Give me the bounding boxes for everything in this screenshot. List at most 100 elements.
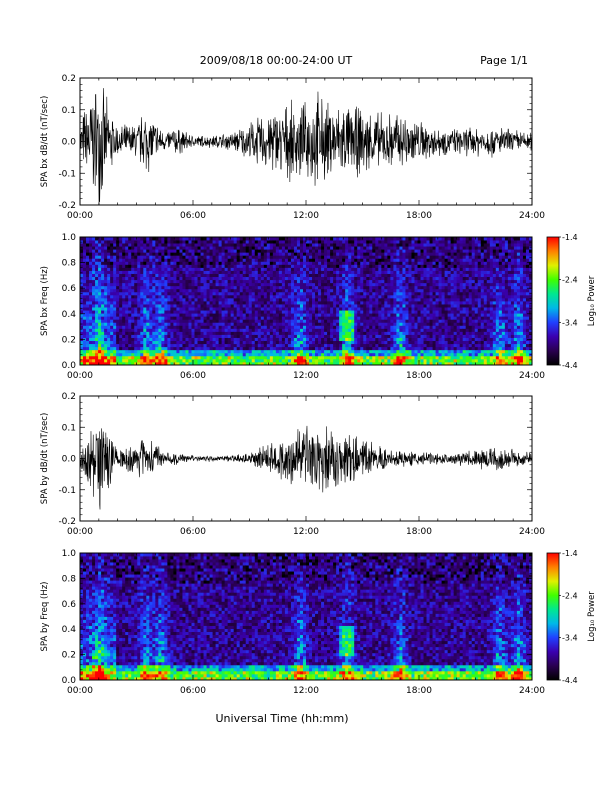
spectrogram-cell (342, 240, 346, 244)
spectrogram-cell (254, 237, 259, 241)
spectrogram-cell (293, 273, 298, 278)
spectrogram-cell (351, 255, 355, 259)
spectrogram-cell (245, 358, 250, 363)
spectrogram-cell (194, 243, 198, 247)
spectrogram-cell (116, 243, 120, 247)
spectrogram-cell (167, 294, 171, 299)
spectrogram-cell (315, 273, 319, 278)
spectrogram-cell (170, 240, 174, 244)
spectrogram-cell (128, 258, 132, 262)
spectrogram-cell (330, 237, 334, 241)
spectrogram-cell (357, 288, 361, 293)
spectrogram-cell (224, 288, 229, 293)
spectrogram-cell (212, 340, 216, 345)
spectrogram-cell (327, 313, 331, 317)
spectrogram-cell (224, 249, 229, 253)
spectrogram-cell (312, 337, 316, 342)
spectrogram-cell (420, 331, 424, 335)
spectrogram-cell (227, 361, 232, 366)
spectrogram-cell (86, 307, 90, 311)
spectrogram-cell (155, 322, 159, 326)
spectrogram-cell (330, 261, 334, 265)
spectrogram-cell (284, 307, 289, 311)
spectrogram-cell (309, 313, 313, 317)
spectrogram-cell (143, 249, 147, 253)
spectrogram-cell (260, 328, 265, 332)
spectrogram-cell (179, 285, 183, 290)
spectrogram-cell (324, 307, 328, 311)
spectrogram-cell (149, 255, 153, 259)
spectrogram-cell (230, 276, 235, 281)
spectrogram-cell (348, 346, 352, 351)
spectrogram-cell (393, 261, 397, 265)
spectrogram-cell (324, 331, 328, 335)
spectrogram-cell (263, 297, 268, 302)
spectrogram-cell (278, 255, 283, 259)
spectrogram-cell (179, 267, 183, 271)
spectrogram-cell (296, 249, 301, 253)
spectrogram-cell (324, 346, 328, 351)
spectrogram-cell (116, 316, 120, 320)
spectrogram-cell (278, 267, 283, 271)
spectrogram-cell (360, 358, 364, 363)
spectrogram-cell (432, 279, 436, 284)
spectrogram-cell (179, 294, 183, 299)
spectrogram-cell (92, 279, 96, 284)
spectrogram-cell (429, 334, 433, 338)
spectrogram-cell (260, 343, 265, 348)
spectrogram-cell (86, 285, 90, 290)
spectrogram-cell (278, 276, 283, 281)
spectrogram-cell (143, 340, 147, 345)
spectrogram-cell (176, 255, 180, 259)
spectrogram-cell (203, 297, 207, 302)
spectrogram-cell (254, 243, 259, 247)
spectrogram-cell (197, 355, 201, 360)
spectrogram-cell (197, 279, 201, 284)
spectrogram-cell (345, 276, 349, 281)
spectrogram-cell (212, 310, 216, 314)
spectrogram-cell (128, 249, 132, 253)
spectrogram-cell (206, 361, 210, 366)
spectrogram-cell (381, 273, 385, 278)
spectrogram-cell (245, 282, 250, 287)
spectrogram-cell (197, 307, 201, 311)
spectrogram-cell (318, 355, 322, 360)
spectrogram-cell (116, 294, 120, 299)
spectrogram-cell (287, 352, 292, 357)
spectrogram-cell (396, 313, 400, 317)
spectrogram-cell (296, 246, 301, 250)
spectrogram-cell (306, 358, 310, 363)
spectrogram-cell (197, 294, 201, 299)
spectrogram-cell (239, 282, 244, 287)
spectrogram-cell (248, 313, 253, 317)
spectrogram-cell (101, 322, 105, 326)
spectrogram-cell (378, 258, 382, 262)
spectrogram-cell (155, 291, 159, 296)
spectrogram-cell (95, 264, 99, 268)
spectrogram-cell (390, 258, 394, 262)
spectrogram-cell (260, 240, 265, 244)
spectrogram-cell (372, 328, 376, 332)
spectrogram-cell (372, 273, 376, 278)
spectrogram-cell (170, 328, 174, 332)
spectrogram-cell (92, 255, 96, 259)
spectrogram-cell (393, 237, 397, 241)
spectrogram-cell (402, 273, 406, 278)
spectrogram-cell (423, 270, 427, 274)
spectrogram-cell (257, 282, 262, 287)
spectrogram-cell (239, 349, 244, 354)
spectrogram-cell (432, 313, 436, 317)
spectrogram-cell (188, 297, 192, 302)
spectrogram-cell (197, 282, 201, 287)
spectrogram-cell (348, 285, 352, 290)
spectrogram-cell (390, 328, 394, 332)
spectrogram-cell (239, 246, 244, 250)
spectrogram-cell (351, 361, 355, 366)
spectrogram-cell (387, 301, 391, 305)
spectrogram-cell (405, 346, 409, 351)
spectrogram-cell (173, 297, 177, 302)
spectrogram-cell (272, 282, 277, 287)
spectrogram-cell (360, 276, 364, 281)
spectrogram-cell (200, 304, 204, 308)
spectrogram-cell (357, 285, 361, 290)
